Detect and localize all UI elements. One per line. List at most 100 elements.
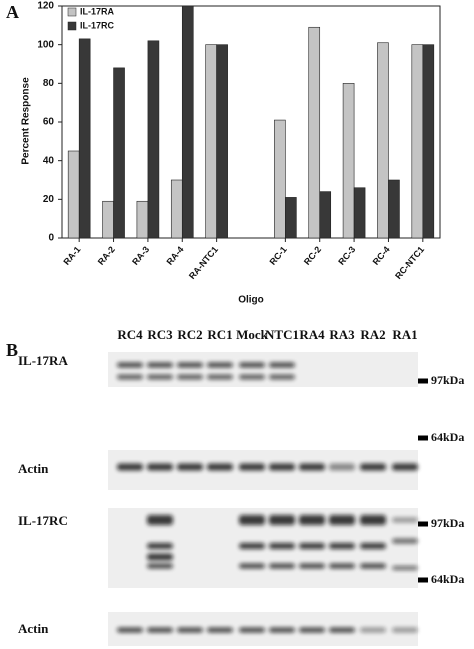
band xyxy=(239,362,265,368)
x-tick-label: RC-3 xyxy=(336,244,357,267)
x-tick-label: RA-NTC1 xyxy=(187,244,220,281)
y-tick-label: 0 xyxy=(48,233,54,244)
bar xyxy=(78,38,91,239)
band xyxy=(207,362,233,368)
marker-label: 97kDa xyxy=(431,373,464,387)
marker-tick xyxy=(418,435,428,441)
bar xyxy=(170,179,183,239)
band xyxy=(147,543,173,549)
lane-label: RA3 xyxy=(329,327,355,342)
band xyxy=(392,566,418,570)
band xyxy=(392,538,418,544)
row-label: Actin xyxy=(18,461,49,476)
marker-tick xyxy=(418,577,428,583)
band xyxy=(360,543,386,549)
bar xyxy=(274,119,286,239)
row-label: IL-17RA xyxy=(18,353,68,368)
panel-label: A xyxy=(6,2,19,22)
band xyxy=(239,463,265,471)
band xyxy=(329,463,355,471)
bar xyxy=(422,44,435,239)
band xyxy=(360,627,386,633)
band xyxy=(269,627,295,633)
x-tick-label: RA-1 xyxy=(61,244,82,267)
panel-label: B xyxy=(6,340,18,360)
bar xyxy=(308,26,321,239)
band xyxy=(177,374,203,380)
bar xyxy=(136,200,149,239)
band xyxy=(269,515,295,525)
x-axis-label: Oligo xyxy=(238,295,264,306)
marker-label: 64kDa xyxy=(431,572,464,586)
band xyxy=(269,374,295,380)
band xyxy=(329,543,355,549)
band xyxy=(239,627,265,633)
band xyxy=(177,627,203,633)
x-tick-label: RA-2 xyxy=(96,244,117,267)
x-tick-label: RC-4 xyxy=(371,244,392,267)
band xyxy=(147,515,173,525)
y-tick-label: 100 xyxy=(37,39,54,50)
band xyxy=(269,362,295,368)
x-tick-label: RC-1 xyxy=(268,244,289,267)
band xyxy=(329,515,355,525)
band xyxy=(360,515,386,525)
band xyxy=(269,463,295,471)
marker-tick xyxy=(418,521,428,527)
x-tick-label: RA-3 xyxy=(130,244,151,267)
bar xyxy=(411,44,424,239)
bar xyxy=(67,150,80,239)
lane-label: RA1 xyxy=(392,327,417,342)
band xyxy=(239,515,265,525)
band xyxy=(147,563,173,569)
row-label: IL-17RC xyxy=(18,513,68,528)
legend-swatch xyxy=(67,21,77,31)
band xyxy=(299,463,325,471)
bar xyxy=(319,191,332,239)
lane-label: RC3 xyxy=(147,327,173,342)
lane-label: RA4 xyxy=(299,327,325,342)
band xyxy=(117,463,143,471)
band xyxy=(299,627,325,633)
band xyxy=(239,374,265,380)
bar xyxy=(216,44,228,239)
band xyxy=(239,563,265,569)
band xyxy=(207,627,233,633)
lane-label: Mock xyxy=(236,327,269,342)
band xyxy=(329,627,355,633)
marker-label: 97kDa xyxy=(431,516,464,530)
band xyxy=(177,463,203,471)
band xyxy=(117,627,143,633)
y-axis-label: Percent Response xyxy=(21,77,32,165)
lane-label: RA2 xyxy=(360,327,385,342)
legend-label: IL-17RA xyxy=(80,6,115,16)
y-tick-label: 80 xyxy=(43,78,55,89)
lane-label: RC2 xyxy=(177,327,202,342)
band xyxy=(299,563,325,569)
lane-label: NTC1 xyxy=(265,327,299,342)
band xyxy=(147,463,173,471)
band xyxy=(329,563,355,569)
y-tick-label: 40 xyxy=(43,155,55,166)
band xyxy=(147,627,173,633)
band xyxy=(392,517,418,523)
band xyxy=(177,362,203,368)
bar xyxy=(353,187,366,239)
bar xyxy=(113,67,125,239)
band xyxy=(147,374,173,380)
band xyxy=(147,553,173,561)
band xyxy=(117,362,143,368)
legend-label: IL-17RC xyxy=(80,20,115,30)
bar xyxy=(377,42,389,239)
marker-label: 64kDa xyxy=(431,430,464,444)
bar xyxy=(342,83,355,239)
legend-swatch xyxy=(67,7,77,17)
blot-strip xyxy=(108,352,418,387)
band xyxy=(269,563,295,569)
bar xyxy=(181,5,194,239)
y-tick-label: 60 xyxy=(43,117,55,128)
band xyxy=(299,515,325,525)
bar xyxy=(205,44,217,239)
